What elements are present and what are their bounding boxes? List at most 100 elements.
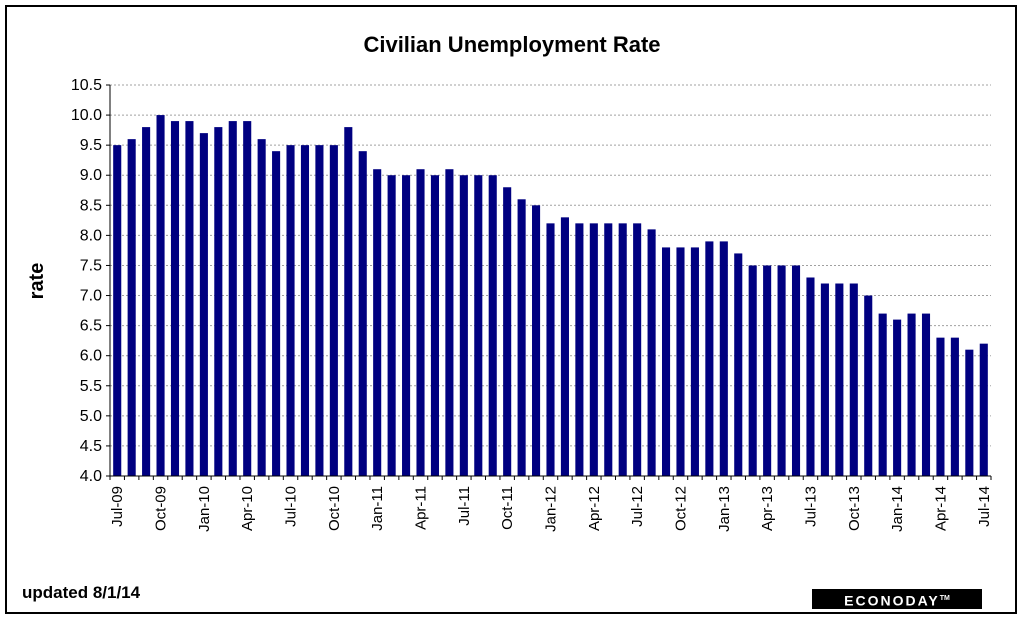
bar-series bbox=[113, 115, 988, 477]
x-tick-label: Oct-10 bbox=[326, 486, 343, 531]
econoday-logo: ECONODAYTM bbox=[812, 589, 982, 609]
bar bbox=[243, 121, 252, 476]
bar bbox=[156, 115, 165, 477]
bar bbox=[965, 349, 974, 476]
x-tick-label: Oct-12 bbox=[672, 486, 689, 531]
bar bbox=[445, 169, 454, 476]
bar bbox=[647, 229, 656, 476]
bar bbox=[199, 133, 208, 476]
bar bbox=[170, 121, 180, 476]
bar bbox=[777, 265, 786, 476]
bar bbox=[575, 223, 584, 476]
bar bbox=[835, 283, 844, 476]
bar bbox=[950, 337, 959, 476]
x-tick-label: Jul-10 bbox=[283, 486, 300, 527]
x-tick-label: Jan-10 bbox=[196, 486, 213, 532]
x-tick-label: Jul-11 bbox=[456, 486, 473, 526]
bar bbox=[214, 127, 223, 476]
bar bbox=[257, 139, 266, 476]
bar bbox=[633, 223, 642, 476]
y-tick-label: 5.5 bbox=[80, 378, 102, 395]
y-tick-label: 10.0 bbox=[71, 107, 102, 124]
bar bbox=[329, 145, 338, 476]
x-tick-label: Jul-12 bbox=[629, 486, 646, 527]
x-tick-label: Oct-13 bbox=[846, 486, 863, 531]
bar bbox=[416, 169, 425, 476]
logo-text: ECONODAY bbox=[844, 592, 940, 609]
bar bbox=[864, 295, 873, 476]
bar bbox=[300, 145, 310, 476]
bar bbox=[532, 205, 541, 477]
bar bbox=[604, 223, 613, 476]
x-tick-label: Apr-11 bbox=[413, 486, 430, 530]
bar bbox=[676, 247, 685, 476]
x-tick-label: Apr-12 bbox=[586, 486, 603, 531]
chart-title: Civilian Unemployment Rate bbox=[363, 32, 661, 57]
bar bbox=[546, 223, 555, 476]
bar bbox=[791, 265, 801, 476]
bar bbox=[763, 265, 772, 476]
bar bbox=[907, 313, 916, 476]
bar bbox=[142, 127, 151, 476]
x-tick-label: Apr-14 bbox=[932, 486, 949, 531]
y-tick-labels: 4.0 4.5 5.0 5.5 6.0 6.5 7.0 7.5 8.0 8.5 9.0 9.5 10.0… bbox=[71, 77, 102, 485]
x-tick-label: Jan-13 bbox=[716, 486, 733, 532]
bar bbox=[705, 241, 714, 476]
x-tick-label: Jan-12 bbox=[543, 486, 560, 532]
bar bbox=[474, 175, 483, 476]
bar bbox=[734, 253, 743, 476]
y-tick-label: 8.0 bbox=[80, 227, 102, 244]
y-tick-label: 5.0 bbox=[80, 408, 102, 425]
bar bbox=[430, 175, 440, 476]
bar bbox=[402, 175, 411, 476]
bar bbox=[748, 265, 757, 476]
bar bbox=[560, 217, 569, 477]
bar bbox=[503, 187, 512, 476]
x-tick-label: Oct-11 bbox=[499, 486, 516, 530]
x-tick-label: Jul-09 bbox=[109, 486, 126, 527]
y-tick-label: 9.5 bbox=[80, 137, 102, 154]
y-tick-label: 9.0 bbox=[80, 167, 102, 184]
bar bbox=[127, 139, 136, 476]
x-tick-label: Jan-11 bbox=[369, 486, 386, 531]
y-tick-label: 4.5 bbox=[80, 438, 102, 455]
updated-note: updated 8/1/14 bbox=[22, 583, 141, 602]
y-tick-label: 7.5 bbox=[80, 257, 102, 274]
bar bbox=[878, 313, 887, 476]
bar bbox=[893, 319, 902, 476]
bar bbox=[820, 283, 829, 476]
bar bbox=[936, 337, 945, 476]
bar bbox=[690, 247, 699, 476]
bar bbox=[661, 247, 671, 476]
bar bbox=[387, 175, 396, 476]
bar bbox=[272, 151, 281, 476]
bar bbox=[358, 151, 367, 476]
y-tick-label: 6.5 bbox=[80, 318, 102, 335]
bar bbox=[228, 121, 237, 476]
x-tick-label: Oct-09 bbox=[153, 486, 170, 531]
bar bbox=[719, 241, 728, 476]
x-tick-label: Jan-14 bbox=[889, 486, 906, 532]
bar bbox=[589, 223, 598, 476]
y-tick-label: 4.0 bbox=[80, 468, 102, 485]
y-tick-label: 6.0 bbox=[80, 348, 102, 365]
bar bbox=[849, 283, 858, 476]
logo-trademark: TM bbox=[939, 595, 950, 602]
y-tick-label: 10.5 bbox=[71, 77, 102, 94]
y-tick-label: 7.0 bbox=[80, 288, 102, 305]
bar bbox=[185, 121, 194, 476]
y-tick-label: 8.5 bbox=[80, 197, 102, 214]
bar bbox=[459, 175, 468, 476]
bar bbox=[806, 277, 815, 476]
x-tick-label: Apr-10 bbox=[239, 486, 256, 531]
bar bbox=[618, 223, 627, 476]
bar bbox=[979, 343, 988, 476]
y-axis-label: rate bbox=[26, 263, 48, 300]
bar bbox=[344, 127, 353, 476]
bar bbox=[373, 169, 382, 476]
bar bbox=[488, 175, 497, 476]
bar bbox=[286, 145, 295, 476]
x-tick-label: Jul-13 bbox=[802, 486, 819, 527]
bar bbox=[113, 145, 122, 476]
